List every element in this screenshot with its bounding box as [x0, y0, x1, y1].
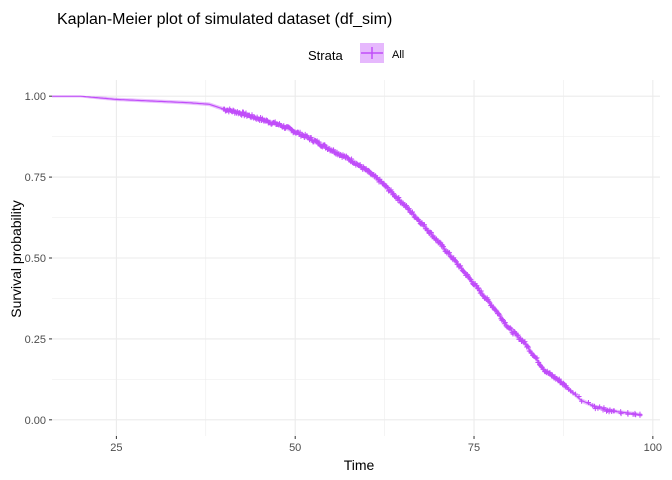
confidence-band	[52, 96, 643, 417]
x-tick-label: 50	[289, 442, 301, 454]
y-axis-ticks: 0.00 0.25 0.50 0.75 1.00	[25, 91, 52, 427]
y-tick-label: 0.50	[25, 253, 46, 265]
censor-marks	[221, 106, 643, 418]
survival-curve	[52, 95, 643, 416]
confidence-band-area	[52, 96, 643, 417]
x-tick-label: 25	[110, 442, 122, 454]
legend-key-all	[360, 43, 384, 63]
legend: Strata All	[308, 43, 404, 63]
y-tick-label: 0.00	[25, 415, 46, 427]
survival-line-all	[52, 95, 643, 416]
grid	[52, 80, 660, 436]
y-tick-label: 1.00	[25, 91, 46, 103]
y-tick-label: 0.75	[25, 172, 46, 184]
y-tick-label: 0.25	[25, 334, 46, 346]
legend-title: Strata	[308, 48, 343, 63]
x-tick-label: 100	[644, 442, 662, 454]
x-axis-ticks: 25 50 75 100	[110, 436, 662, 454]
y-axis-title: Survival probability	[8, 200, 24, 318]
x-tick-label: 75	[468, 442, 480, 454]
x-axis-title: Time	[344, 457, 375, 473]
chart-title: Kaplan-Meier plot of simulated dataset (…	[57, 11, 392, 28]
legend-label-all: All	[392, 49, 404, 61]
